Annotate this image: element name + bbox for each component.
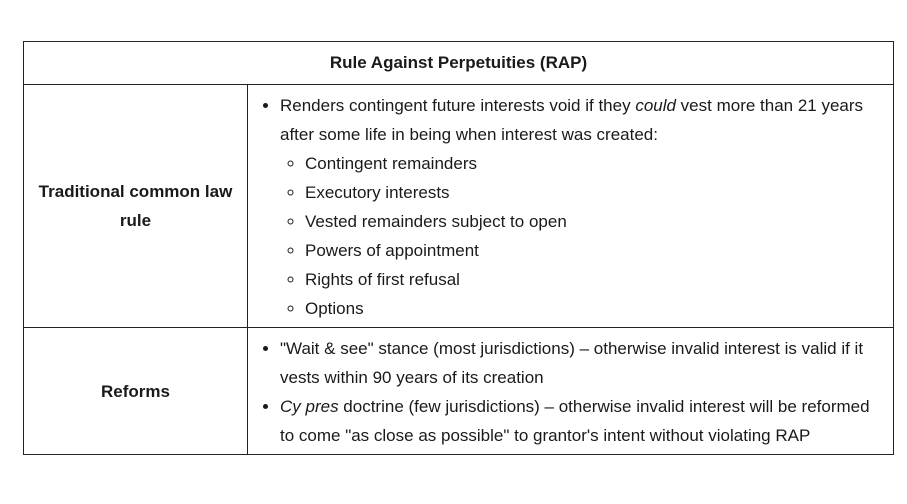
reforms-list: "Wait & see" stance (most jurisdictions)… [256, 334, 885, 450]
list-item: Vested remainders subject to open [305, 207, 885, 236]
title-row: Rule Against Perpetuities (RAP) [23, 41, 894, 85]
list-item: Powers of appointment [305, 236, 885, 265]
table-title: Rule Against Perpetuities (RAP) [23, 41, 894, 85]
list-item: Options [305, 294, 885, 323]
row-content-common-law: Renders contingent future interests void… [247, 84, 894, 328]
bullet-emphasis: Cy pres [280, 397, 339, 416]
table-row: Reforms "Wait & see" stance (most jurisd… [23, 327, 894, 455]
interest-types-list: Contingent remainders Executory interest… [280, 149, 885, 323]
table-row: Traditional common law rule Renders cont… [23, 84, 894, 328]
bullet-text: vest more than 21 years after some life … [280, 96, 864, 144]
bullet-emphasis: could [635, 96, 676, 115]
list-item: Contingent remainders [305, 149, 885, 178]
list-item: Cy pres doctrine (few jurisdictions) – o… [280, 392, 885, 450]
row-content-reforms: "Wait & see" stance (most jurisdictions)… [247, 327, 894, 455]
bullet-text: Renders contingent future interests void… [280, 96, 636, 115]
bullet-text: doctrine (few jurisdictions) – otherwise… [280, 397, 870, 445]
row-label-common-law: Traditional common law rule [23, 84, 248, 328]
list-item: Renders contingent future interests void… [280, 91, 885, 323]
list-item: Rights of first refusal [305, 265, 885, 294]
list-item: Executory interests [305, 178, 885, 207]
list-item: "Wait & see" stance (most jurisdictions)… [280, 334, 885, 392]
bullet-text: "Wait & see" stance (most jurisdictions)… [280, 339, 864, 387]
rap-table: Rule Against Perpetuities (RAP) Traditio… [23, 41, 894, 455]
row-label-reforms: Reforms [23, 327, 248, 455]
common-law-list: Renders contingent future interests void… [256, 91, 885, 323]
